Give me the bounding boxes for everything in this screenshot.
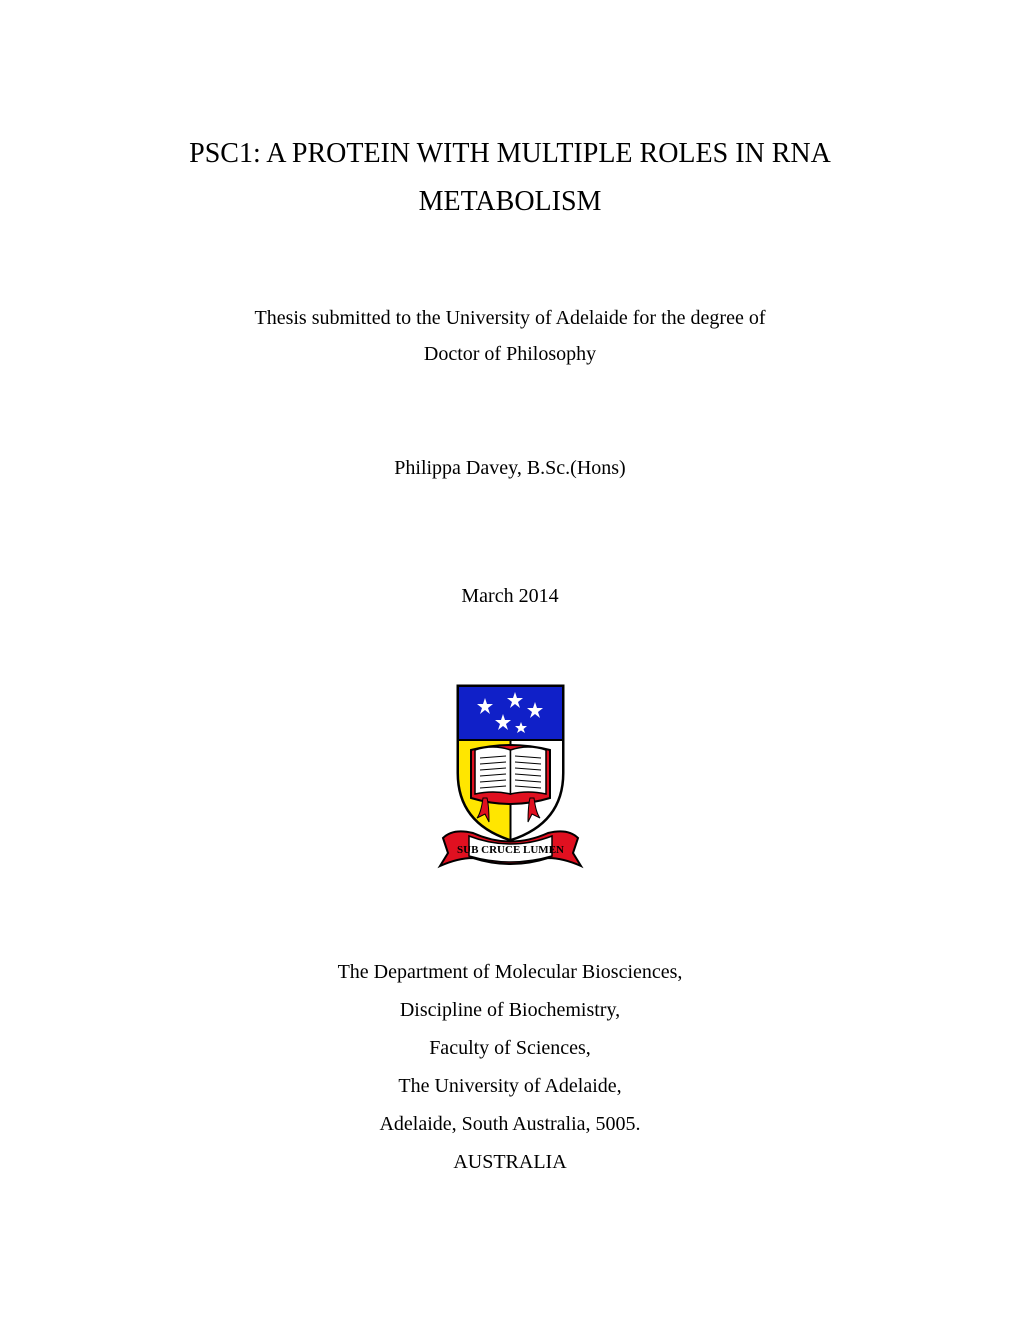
affil-line: The Department of Molecular Biosciences, xyxy=(110,953,910,991)
affil-line: Adelaide, South Australia, 5005. xyxy=(110,1105,910,1143)
subtitle-line-1: Thesis submitted to the University of Ad… xyxy=(110,300,910,336)
affil-line: AUSTRALIA xyxy=(110,1143,910,1181)
submission-statement: Thesis submitted to the University of Ad… xyxy=(110,300,910,372)
svg-text:SUB CRUCE LUMEN: SUB CRUCE LUMEN xyxy=(457,844,564,856)
affil-line: Discipline of Biochemistry, xyxy=(110,991,910,1029)
university-crest: SUB CRUCE LUMEN xyxy=(110,678,910,873)
author-name: Philippa Davey, B.Sc.(Hons) xyxy=(110,457,910,480)
crest-icon: SUB CRUCE LUMEN xyxy=(423,678,598,873)
affiliation-block: The Department of Molecular Biosciences,… xyxy=(110,953,910,1181)
title-line-2: METABOLISM xyxy=(110,178,910,226)
title-line-1: PSC1: A PROTEIN WITH MULTIPLE ROLES IN R… xyxy=(110,130,910,178)
affil-line: The University of Adelaide, xyxy=(110,1067,910,1105)
submission-date: March 2014 xyxy=(110,585,910,608)
thesis-title: PSC1: A PROTEIN WITH MULTIPLE ROLES IN R… xyxy=(110,130,910,225)
subtitle-line-2: Doctor of Philosophy xyxy=(110,336,910,372)
affil-line: Faculty of Sciences, xyxy=(110,1029,910,1067)
